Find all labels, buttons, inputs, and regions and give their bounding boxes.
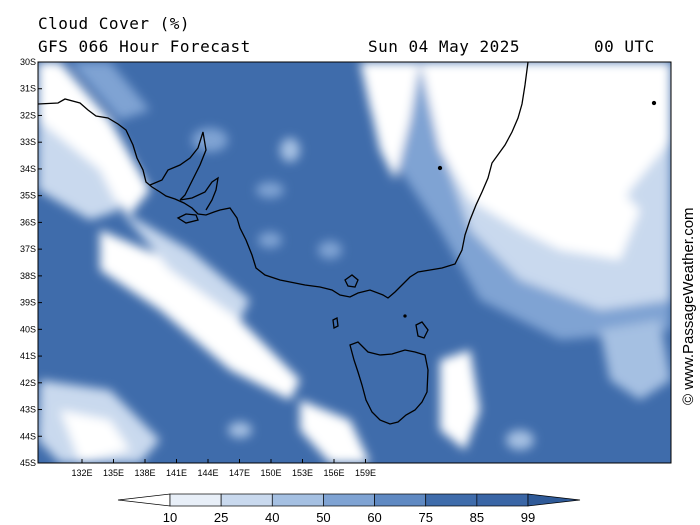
lat-label: 38S [20,271,36,281]
lat-label: 30S [20,57,36,67]
colorbar-label: 40 [265,510,279,525]
lat-label: 44S [20,431,36,441]
forecast-date: Sun 04 May 2025 [368,37,520,56]
lat-label: 34S [20,164,36,174]
lat-label: 35S [20,191,36,201]
lon-label: 150E [260,468,281,478]
latitude-axis: 30S 31S 32S 33S 34S 35S 36S 37S 38S 39S 40S 41S 42S 4… [20,57,42,468]
colorbar-min-arrow [117,493,171,507]
map-frame-border [37,61,672,464]
colorbar-label: 85 [470,510,484,525]
lat-label: 42S [20,378,36,388]
lat-label: 45S [20,458,36,468]
lat-label: 39S [20,298,36,308]
watermark: © www.PassageWeather.com [680,207,697,405]
colorbar-swatch [425,493,478,507]
map-title: Cloud Cover (%) [38,14,190,33]
lat-label: 43S [20,405,36,415]
colorbar-swatch [271,493,324,507]
lon-label: 138E [134,468,155,478]
forecast-label: GFS 066 Hour Forecast [38,37,251,56]
colorbar-label: 50 [316,510,330,525]
coastline [38,62,657,425]
lon-label: 141E [166,468,187,478]
colorbar-swatch [323,493,375,507]
colorbar-max-arrow [527,493,581,507]
forecast-time: 00 UTC [594,37,655,56]
watermark-text: © www.PassageWeather.com [680,207,697,405]
lat-label: 31S [20,84,36,94]
colorbar-label: 99 [521,510,535,525]
lon-label: 153E [292,468,313,478]
lon-label: 135E [103,468,124,478]
colorbar-label: 25 [214,510,228,525]
longitude-axis: 132E 135E 138E 141E 144E 147E 150E 153E 156E 159E [71,459,376,478]
colorbar-swatch [169,493,222,507]
cloud-field [38,62,671,463]
colorbar-swatch [476,493,529,507]
colorbar: 10 25 40 50 60 75 85 99 [117,493,581,525]
colorbar-swatch [220,493,273,507]
lat-label: 41S [20,351,36,361]
lon-label: 147E [229,468,250,478]
lon-label: 159E [355,468,376,478]
colorbar-label: 75 [418,510,432,525]
lon-label: 132E [71,468,92,478]
lat-label: 40S [20,324,36,334]
colorbar-label: 10 [163,510,177,525]
lat-label: 33S [20,137,36,147]
lat-label: 36S [20,217,36,227]
colorbar-label: 60 [367,510,381,525]
colorbar-swatch [374,493,427,507]
lat-label: 32S [20,110,36,120]
lat-label: 37S [20,244,36,254]
lon-label: 156E [323,468,344,478]
lon-label: 144E [197,468,218,478]
